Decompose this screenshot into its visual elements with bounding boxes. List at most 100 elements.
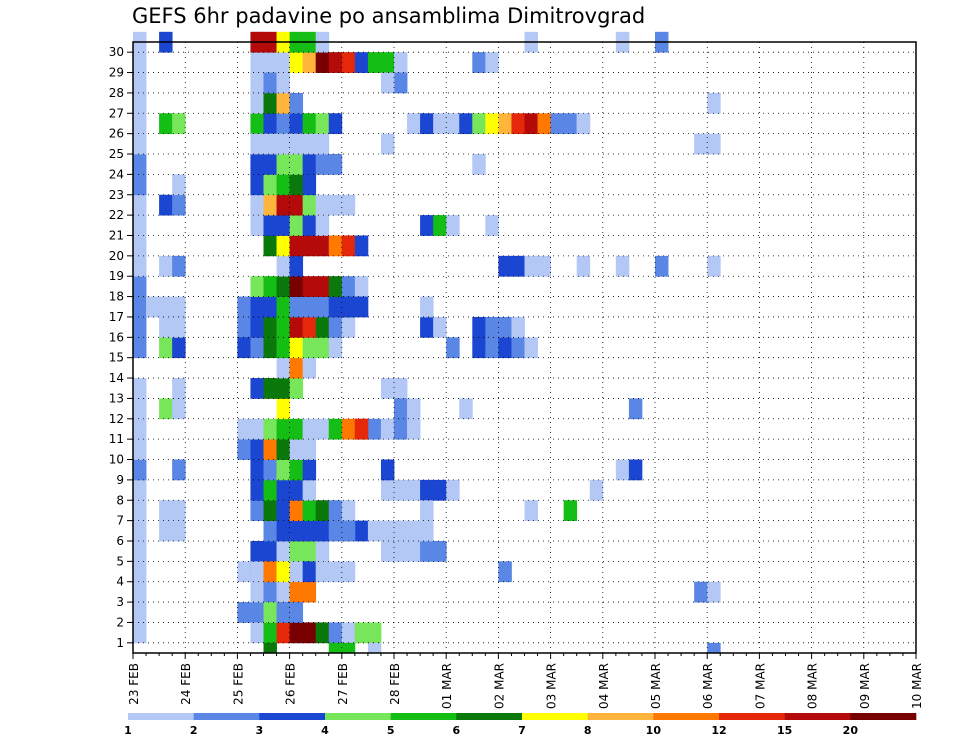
heatmap-cell	[328, 276, 343, 297]
heatmap-cell	[263, 642, 277, 654]
heatmap-cell	[250, 602, 264, 623]
heatmap-cell	[302, 520, 317, 542]
heatmap-cell	[237, 316, 251, 338]
heatmap-cell	[315, 561, 330, 583]
heatmap-cell	[250, 459, 264, 481]
heatmap-cell	[172, 500, 186, 522]
heatmap-cell	[133, 316, 147, 338]
y-tick-label: 4	[116, 575, 124, 589]
heatmap-cell	[289, 154, 304, 175]
heatmap-cell	[289, 581, 304, 603]
heatmap-cell	[485, 316, 499, 338]
heatmap-cell	[328, 194, 343, 216]
heatmap-cell	[380, 418, 395, 440]
heatmap-cell	[263, 174, 277, 196]
heatmap-cell	[407, 418, 421, 440]
heatmap-cell	[537, 113, 551, 135]
heatmap-cell	[328, 500, 343, 522]
heatmap-cell	[276, 194, 290, 216]
heatmap-cell	[576, 255, 591, 277]
heatmap-cell	[263, 581, 277, 603]
y-tick-label: 26	[109, 127, 124, 141]
heatmap-cell	[250, 92, 264, 114]
heatmap-cell	[159, 296, 173, 318]
heatmap-cell	[302, 235, 317, 257]
heatmap-cell	[276, 133, 290, 155]
heatmap-cell	[380, 520, 395, 542]
heatmap-cell	[263, 622, 277, 644]
heatmap-cell	[420, 316, 434, 338]
heatmap-cell	[289, 418, 304, 440]
y-tick-label: 29	[109, 66, 124, 80]
heatmap-cell	[133, 174, 147, 196]
heatmap-cell	[172, 398, 186, 420]
heatmap-cell	[133, 92, 147, 114]
heatmap-cell	[263, 154, 277, 175]
heatmap-cell	[472, 337, 486, 359]
heatmap-cell	[380, 72, 395, 94]
heatmap-cell	[707, 92, 721, 114]
heatmap-cell	[276, 540, 290, 562]
heatmap-cell	[133, 72, 147, 94]
heatmap-cell	[276, 337, 290, 359]
heatmap-cell	[315, 540, 330, 562]
heatmap-cell	[315, 215, 330, 236]
heatmap-cell	[380, 459, 395, 481]
heatmap-cell	[263, 92, 277, 114]
heatmap-cell	[289, 215, 304, 236]
heatmap-cell	[315, 622, 330, 644]
heatmap-cell	[250, 154, 264, 175]
colorbar-swatch	[193, 713, 260, 720]
x-tick-label: 25 FEB	[231, 663, 245, 705]
heatmap-cell	[276, 602, 290, 623]
heatmap-cell	[563, 113, 578, 135]
heatmap-cell	[250, 52, 264, 73]
heatmap-cell	[485, 215, 499, 236]
heatmap-cell	[576, 113, 591, 135]
heatmap-cell	[250, 174, 264, 196]
heatmap-cell	[289, 622, 304, 644]
heatmap-cell	[133, 378, 147, 399]
y-tick-label: 23	[109, 188, 124, 202]
heatmap-cell	[394, 520, 408, 542]
heatmap-cell	[133, 581, 147, 603]
x-tick-label: 26 FEB	[284, 663, 298, 705]
heatmap-cell	[341, 194, 356, 216]
heatmap-cell	[289, 52, 304, 73]
heatmap-cell	[172, 378, 186, 399]
heatmap-cell	[159, 316, 173, 338]
heatmap-cell	[407, 398, 421, 420]
heatmap-cell	[133, 52, 147, 73]
heatmap-cell	[354, 296, 369, 318]
heatmap-cell	[133, 133, 147, 155]
heatmap-cell	[367, 418, 382, 440]
heatmap-cell	[394, 418, 408, 440]
heatmap-cell	[472, 113, 486, 135]
heatmap-cell	[250, 418, 264, 440]
heatmap-cell	[250, 500, 264, 522]
heatmap-cell	[302, 357, 317, 379]
heatmap-cell	[250, 622, 264, 644]
heatmap-cell	[354, 418, 369, 440]
heatmap-cell	[394, 398, 408, 420]
colorbar-label: 7	[518, 724, 526, 737]
y-tick-label: 19	[109, 269, 124, 283]
colorbar-swatch	[719, 713, 785, 720]
heatmap-cell	[354, 52, 369, 73]
heatmap-cell	[263, 296, 277, 318]
heatmap-cell	[276, 398, 290, 420]
heatmap-cell	[289, 479, 304, 501]
heatmap-cell	[315, 276, 330, 297]
heatmap-cell	[289, 174, 304, 196]
heatmap-cell	[420, 520, 434, 542]
y-tick-label: 6	[116, 534, 124, 548]
heatmap-cell	[498, 255, 512, 277]
y-tick-label: 1	[116, 636, 124, 650]
heatmap-cell	[328, 642, 343, 654]
heatmap-cell	[524, 113, 538, 135]
heatmap-cell	[315, 52, 330, 73]
heatmap-cell	[394, 479, 408, 501]
heatmap-cell	[133, 561, 147, 583]
heatmap-cell	[420, 540, 434, 562]
heatmap-cell	[276, 479, 290, 501]
